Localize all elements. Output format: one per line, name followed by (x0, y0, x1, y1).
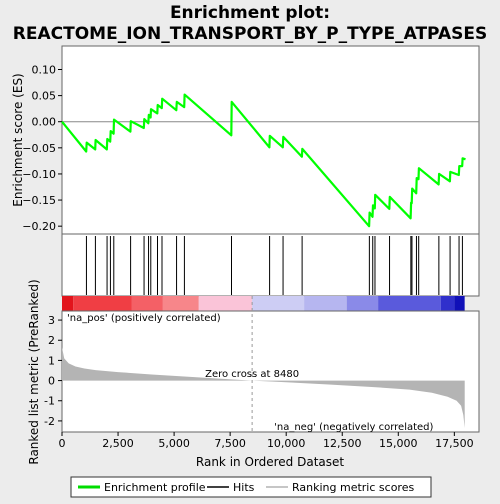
es-y-tick-label: −0.10 (22, 168, 56, 181)
metric-x-tick-label: 0 (59, 437, 66, 450)
metric-y-tick-label: 2 (48, 334, 55, 347)
metric-panel (61, 310, 480, 433)
colorbar-segment (198, 296, 253, 311)
metric-area (62, 347, 465, 428)
metric-x-tick-label: 10,000 (267, 437, 306, 450)
legend-box (70, 476, 432, 498)
metric-y-tick-label: -1 (44, 395, 55, 408)
legend-metric-label: Ranking metric scores (292, 481, 414, 494)
es-y-axis-label: Enrichment score (ES) (11, 73, 25, 206)
colorbar-segment (440, 296, 455, 311)
zero-cross-label: Zero cross at 8480 (205, 369, 299, 380)
colorbar-segment (131, 296, 163, 311)
metric-x-tick-label: 15,000 (379, 437, 418, 450)
legend-hits-label: Hits (233, 481, 255, 494)
negative-correlation-label: 'na_neg' (negatively correlated) (274, 422, 433, 433)
colorbar-segment (346, 296, 379, 311)
plot-title-line1: Enrichment plot: (170, 3, 330, 23)
metric-x-tick-label: 2,500 (102, 437, 134, 450)
colorbar-segment (378, 296, 441, 311)
metric-y-axis-label: Ranked list metric (PreRanked) (27, 279, 41, 464)
positive-correlation-label: 'na_pos' (positively correlated) (67, 313, 221, 324)
metric-x-tick-label: 17,500 (435, 437, 474, 450)
es-y-tick-label: 0.10 (32, 64, 57, 77)
es-y-tick-label: −0.05 (22, 142, 56, 155)
metric-x-axis-label: Rank in Ordered Dataset (196, 455, 344, 469)
metric-y-tick-label: 1 (48, 354, 55, 367)
metric-x-axis: 0 2,500 5,000 7,500 10,000 12,500 15,000 17,500 (59, 432, 474, 450)
hits-group (85, 236, 463, 295)
es-y-tick-label: −0.15 (22, 194, 56, 207)
metric-x-tick-label: 7,500 (214, 437, 246, 450)
colorbar-segment (454, 296, 465, 311)
colorbar-segment (162, 296, 199, 311)
legend: Enrichment profile Hits Ranking metric s… (70, 476, 432, 498)
metric-y-tick-label: -2 (44, 415, 55, 428)
metric-y-axis: -2 -1 0 1 2 3 (44, 314, 62, 428)
es-y-tick-label: −0.20 (22, 220, 56, 233)
metric-x-tick-label: 12,500 (323, 437, 362, 450)
es-y-axis: −0.20 −0.15 −0.10 −0.05 0.00 0.05 0.10 (22, 64, 62, 233)
metric-x-tick-label: 5,000 (158, 437, 190, 450)
colorbar-segment (304, 296, 347, 311)
metric-y-tick-label: 0 (48, 375, 55, 388)
metric-y-tick-label: 3 (48, 314, 55, 327)
colorbar-segment (252, 296, 305, 311)
rank-colorbar (62, 296, 465, 311)
es-y-tick-label: 0.00 (32, 116, 57, 129)
plot-title-line2: REACTOME_ION_TRANSPORT_BY_P_TYPE_ATPASES (13, 24, 487, 44)
colorbar-segment (73, 296, 132, 311)
colorbar-segment (62, 296, 74, 311)
es-y-tick-label: 0.05 (32, 90, 57, 103)
es-profile-line (61, 93, 466, 228)
legend-enrichment-label: Enrichment profile (104, 481, 206, 494)
